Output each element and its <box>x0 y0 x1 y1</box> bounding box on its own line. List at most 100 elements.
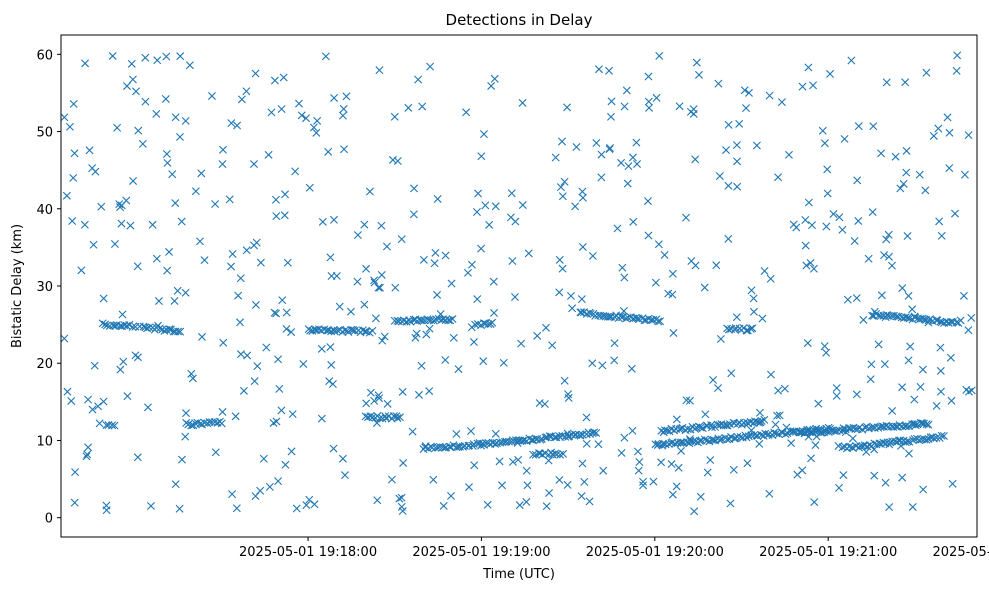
detection-point <box>340 471 349 480</box>
detection-point <box>302 114 311 123</box>
detection-point <box>441 356 450 364</box>
detection-point <box>715 435 724 444</box>
detection-point <box>84 395 93 404</box>
detection-point <box>899 179 908 188</box>
detection-point <box>234 291 243 300</box>
y-tick-label: 30 <box>36 280 53 295</box>
detection-point <box>867 360 876 369</box>
detection-point <box>113 123 122 132</box>
detection-point <box>877 149 886 158</box>
detection-point <box>555 255 564 264</box>
detection-point <box>822 348 831 357</box>
detection-point <box>700 283 709 292</box>
detection-point <box>620 273 629 282</box>
detection-point <box>108 51 117 60</box>
detection-point <box>943 113 952 122</box>
detection-point <box>485 220 494 229</box>
detection-point <box>128 323 137 332</box>
detection-point <box>242 246 251 255</box>
detection-point <box>804 432 813 441</box>
detection-point <box>952 318 961 327</box>
detection-point <box>83 450 92 459</box>
detection-point <box>70 149 79 158</box>
detection-point <box>133 453 142 462</box>
detection-point <box>211 200 220 209</box>
detection-point <box>709 375 718 384</box>
detection-point <box>217 419 226 428</box>
detection-point <box>218 160 227 169</box>
detection-point <box>866 375 875 384</box>
detection-point <box>447 279 456 288</box>
detection-point <box>555 288 564 297</box>
detection-point <box>555 475 564 484</box>
detection-point <box>677 446 686 455</box>
detection-point <box>231 412 240 421</box>
y-axis: 0 10 20 30 40 50 60 <box>36 48 61 527</box>
detection-point <box>703 468 712 477</box>
detection-point <box>374 283 383 292</box>
detection-point <box>270 308 279 317</box>
detection-point <box>740 86 749 95</box>
detection-point <box>333 326 342 335</box>
detection-point <box>616 312 625 321</box>
detection-point <box>715 172 724 181</box>
detection-point <box>279 73 288 82</box>
detection-point <box>712 261 721 270</box>
detection-point <box>902 146 911 155</box>
detection-point <box>394 317 403 326</box>
detection-point <box>706 456 715 465</box>
detection-point <box>898 284 907 293</box>
detection-point <box>518 201 527 210</box>
detection-point <box>542 502 551 511</box>
detection-point <box>228 490 237 499</box>
detection-point <box>99 397 108 406</box>
detection-point <box>176 327 185 336</box>
detection-point <box>488 318 497 327</box>
detection-point <box>131 351 140 360</box>
detection-point <box>823 189 832 198</box>
detection-point <box>429 316 438 325</box>
detection-point <box>143 403 152 412</box>
detection-point <box>360 220 369 229</box>
detection-point <box>288 410 297 419</box>
detection-point <box>236 318 244 327</box>
detection-point <box>559 449 568 458</box>
detection-point <box>127 59 136 68</box>
detection-point <box>535 399 544 408</box>
detection-point <box>605 66 614 75</box>
detection-point <box>126 221 135 230</box>
detection-point <box>362 399 371 408</box>
detection-point <box>178 455 186 464</box>
detection-point <box>256 258 265 267</box>
detection-point <box>588 251 597 260</box>
detection-point <box>378 336 387 345</box>
detection-point <box>920 419 929 428</box>
detection-point <box>624 162 633 171</box>
detection-point <box>391 283 400 292</box>
detection-point <box>859 315 868 324</box>
detection-point <box>182 409 191 418</box>
detection-point <box>397 493 406 502</box>
detection-point <box>330 327 339 336</box>
detection-point <box>870 307 879 316</box>
detection-point <box>843 295 852 304</box>
detection-point <box>910 395 919 404</box>
detection-point <box>854 216 863 225</box>
detection-point <box>683 424 692 433</box>
detection-point <box>716 334 725 343</box>
detection-point <box>377 270 386 279</box>
detection-point <box>774 173 783 182</box>
detection-point <box>695 436 704 445</box>
detection-point <box>572 143 581 152</box>
detection-point <box>952 66 961 75</box>
detection-point <box>792 223 801 232</box>
detection-point <box>272 309 281 318</box>
detection-point <box>772 429 781 438</box>
detection-point <box>122 82 131 91</box>
detection-point <box>511 293 519 301</box>
detection-point <box>171 480 180 489</box>
detection-point <box>690 507 699 516</box>
detection-point <box>325 377 334 386</box>
detection-point <box>280 211 289 220</box>
detection-point <box>409 210 418 219</box>
